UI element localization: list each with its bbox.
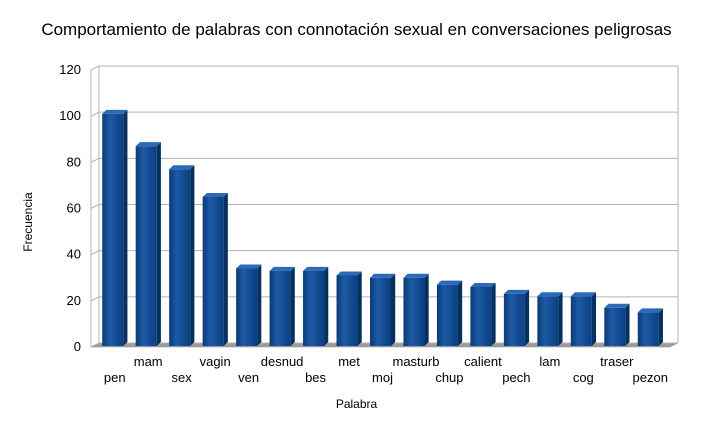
y-tick-label: 60 — [67, 201, 81, 216]
gridline — [90, 111, 678, 117]
x-tick-label: chup — [435, 370, 463, 385]
x-tick-label: pech — [502, 370, 530, 385]
y-tick-label: 80 — [67, 154, 81, 169]
x-tick-label: calient — [464, 354, 502, 369]
x-tick-label: mam — [134, 354, 163, 369]
bar-chup — [436, 280, 463, 346]
bar-lam — [537, 292, 563, 346]
x-axis-title: Palabra — [335, 397, 378, 411]
x-tick-label: sex — [172, 370, 193, 385]
bar-pech — [503, 289, 530, 346]
y-tick-label: 40 — [67, 247, 81, 262]
bar-pen — [102, 109, 128, 346]
bar-calient — [470, 282, 496, 346]
y-tick-labels: 0 20 40 60 80 100 120 — [59, 62, 81, 354]
y-tick-label: 100 — [59, 108, 81, 123]
bar-sex — [169, 165, 195, 346]
bar-masturb — [403, 273, 429, 346]
y-tick-label: 0 — [74, 339, 81, 354]
y-tick-label: 20 — [67, 293, 81, 308]
x-tick-label: pezon — [633, 370, 668, 385]
x-tick-label: bes — [305, 370, 326, 385]
x-tick-label: moj — [372, 370, 393, 385]
bar-desnud — [269, 266, 295, 346]
x-tick-label: met — [338, 354, 360, 369]
x-tick-labels: penmamsexvaginvendesnudbesmetmojmasturbc… — [104, 354, 668, 385]
bar-met — [336, 271, 362, 346]
x-tick-label: lam — [539, 354, 560, 369]
x-tick-label: masturb — [392, 354, 439, 369]
gridline — [90, 65, 678, 71]
bar-ven — [236, 264, 262, 346]
bar-traser — [604, 303, 630, 346]
bar-vagin — [202, 192, 228, 346]
bar-mam — [135, 142, 161, 346]
bar-cog — [570, 292, 597, 346]
y-tick-label: 120 — [59, 62, 81, 77]
x-tick-label: traser — [600, 354, 634, 369]
bars — [102, 109, 663, 346]
bar-pezon — [637, 308, 663, 346]
gridline — [90, 157, 678, 163]
bar-bes — [303, 266, 329, 346]
x-tick-label: desnud — [261, 354, 304, 369]
x-tick-label: pen — [104, 370, 126, 385]
chart-title: Comportamiento de palabras con connotaci… — [41, 20, 672, 39]
x-tick-label: cog — [573, 370, 594, 385]
x-tick-label: ven — [238, 370, 259, 385]
bar-moj — [370, 273, 396, 346]
x-tick-label: vagin — [200, 354, 231, 369]
